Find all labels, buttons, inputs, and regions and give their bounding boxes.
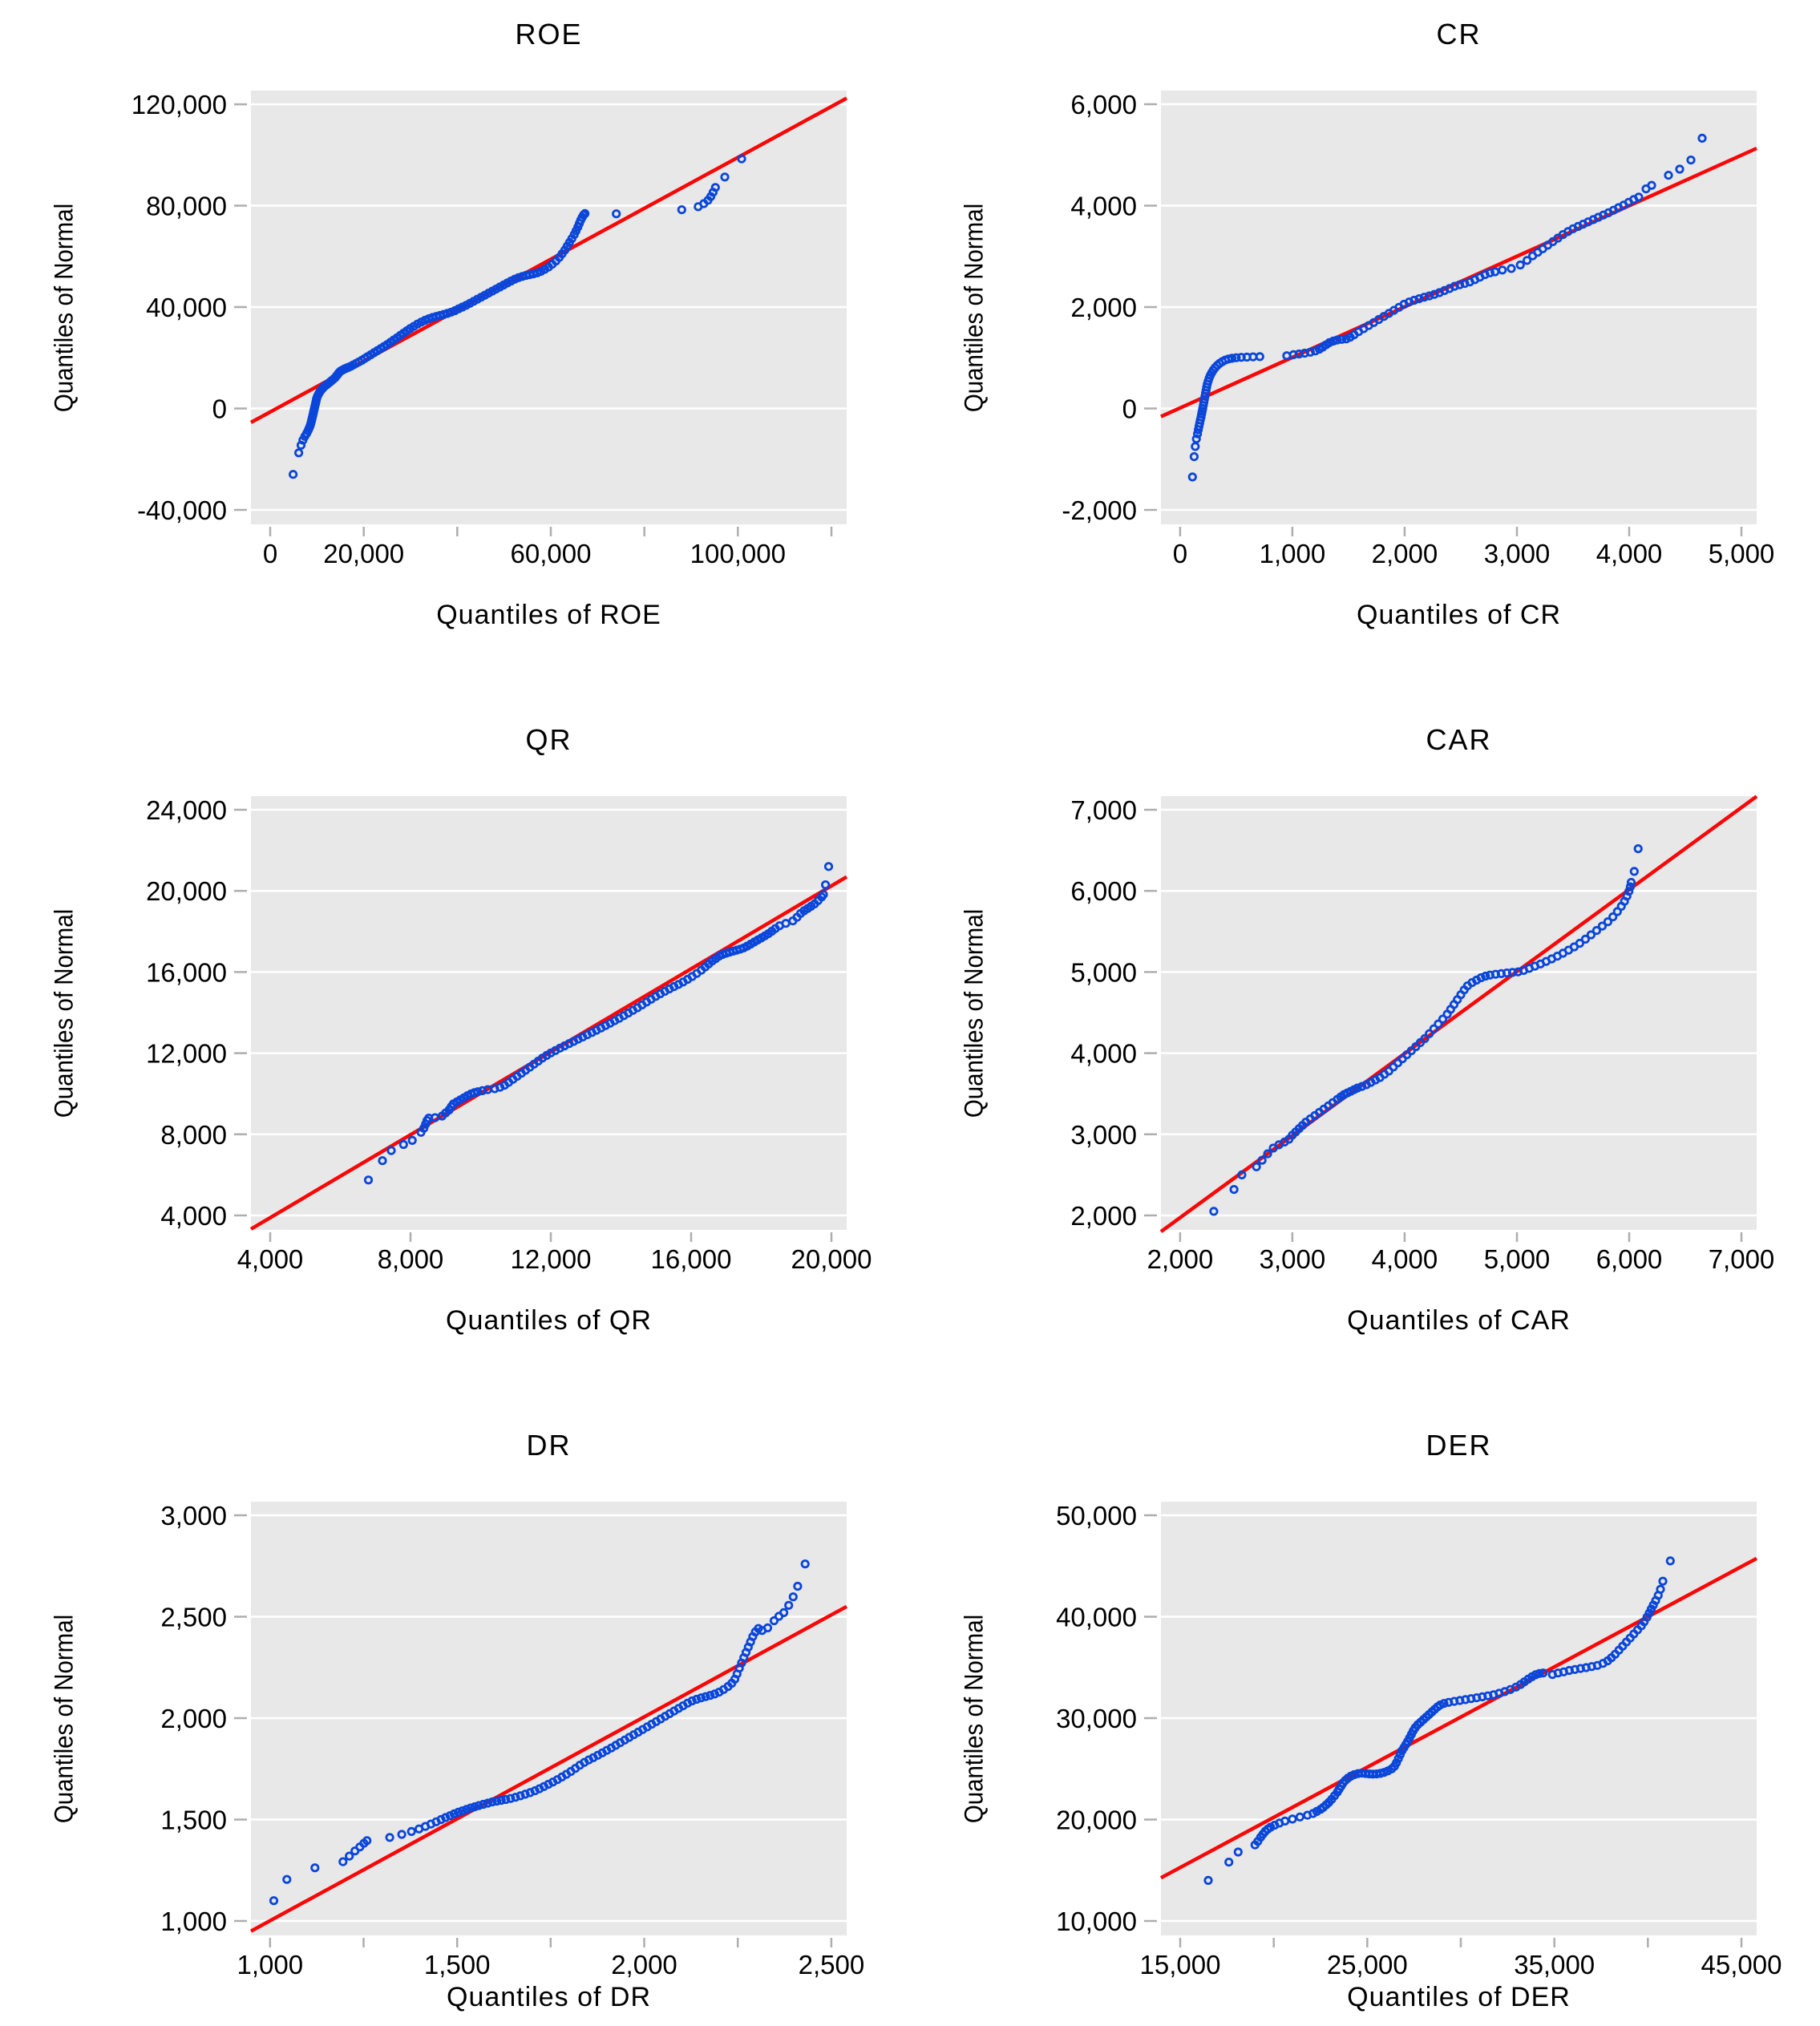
x-tick-label: 1,000 [1260,539,1326,568]
y-tick-label: 50,000 [1056,1501,1137,1531]
x-tick-label: 2,000 [1147,1244,1214,1274]
y-tick-label: 20,000 [146,876,227,906]
y-tick-label: 16,000 [146,957,227,987]
scatter-points [363,862,834,1185]
y-tick-label: 2,000 [1070,293,1137,322]
y-tick-label: 2,500 [160,1603,227,1632]
x-tick-label: 15,000 [1140,1950,1221,1979]
y-tick-label: 0 [212,394,227,424]
qq-plot-canvas: 2,000 3,000 4,000 5,000 6,000 7,000 2,000 3,000… [1070,795,1775,1274]
x-tick-label: 1,000 [237,1950,304,1979]
qq-panel-der: DER Quantiles of Normal 10,000 20,000 30,0… [910,1411,1820,2026]
panel-title: DR [526,1429,572,1462]
qq-plot-canvas: 4,000 8,000 12,000 16,000 20,000 24,000 4,000 8… [146,795,872,1274]
y-tick-label: 30,000 [1056,1704,1137,1733]
qq-plot-canvas: 1,000 1,500 2,000 2,500 3,000 1,000 1,500 2,000… [160,1501,865,1979]
qq-panel-roe: ROE Quantiles of Normal -40,000 0 40,000 80… [0,0,910,706]
x-tick-label: 35,000 [1514,1950,1595,1979]
qq-panel-qr: QR Quantiles of Normal 4,000 8,000 12,000 1… [0,706,910,1411]
x-axis-title: Quantiles of ROE [436,600,661,630]
panel-title: DER [1426,1429,1492,1462]
y-tick-label: 3,000 [1070,1120,1137,1150]
y-tick-label: 40,000 [146,293,227,322]
qq-plot-canvas: -40,000 0 40,000 80,000 120,000 0 20,000 60,000… [131,90,848,568]
y-tick-label: 12,000 [146,1039,227,1069]
qq-plot-canvas: 10,000 20,000 30,000 40,000 50,000 15,000 25,0… [1056,1501,1782,1979]
y-tick-label: 2,000 [1070,1201,1137,1231]
x-tick-label: 0 [1173,539,1187,568]
x-axis-title: Quantiles of QR [446,1305,652,1336]
qq-panel-car: CAR Quantiles of Normal 2,000 3,000 4,000 5… [910,706,1820,1411]
qq-panel-cr: CR Quantiles of Normal -2,000 0 2,000 4,000… [910,0,1820,706]
panel-title: ROE [515,18,583,51]
x-tick-label: 4,000 [1372,1244,1438,1274]
y-tick-label: 2,000 [160,1704,227,1733]
x-axis-title: Quantiles of DER [1347,1982,1571,2012]
y-tick-label: 0 [1122,394,1137,424]
scatter-points [1203,1556,1675,1886]
x-tick-label: 45,000 [1701,1950,1782,1979]
qq-plot-canvas: -2,000 0 2,000 4,000 6,000 0 1,000 2,000 3,000 4,… [1062,90,1775,568]
x-axis-title: Quantiles of CAR [1347,1305,1571,1336]
x-tick-label: 7,000 [1709,1244,1775,1274]
x-tick-label: 2,000 [611,1950,677,1979]
x-tick-label: 12,000 [511,1244,592,1274]
x-tick-label: 8,000 [378,1244,444,1274]
y-tick-label: 5,000 [1070,957,1137,987]
y-tick-label: -40,000 [137,495,227,525]
reference-line [1159,795,1758,1234]
x-tick-label: 3,000 [1260,1244,1326,1274]
x-tick-label: 0 [263,539,277,568]
x-tick-label: 2,500 [799,1950,865,1979]
scatter-points [269,1559,810,1906]
qq-panel-dr: DR Quantiles of Normal 1,000 1,500 2,000 2,… [0,1411,910,2026]
y-tick-label: 40,000 [1056,1603,1137,1632]
plot-area [251,796,847,1230]
x-tick-label: 6,000 [1596,1244,1663,1274]
y-tick-label: 4,000 [1070,1039,1137,1069]
y-tick-label: 20,000 [1056,1806,1137,1835]
x-tick-label: 100,000 [690,539,786,568]
x-tick-label: 5,000 [1709,539,1775,568]
x-tick-label: 20,000 [791,1244,872,1274]
y-tick-label: 8,000 [160,1120,227,1150]
x-tick-label: 4,000 [237,1244,304,1274]
y-tick-label: 1,500 [160,1806,227,1835]
x-tick-label: 1,500 [424,1950,491,1979]
x-axis-title: Quantiles of CR [1357,600,1561,630]
y-tick-label: 24,000 [146,795,227,825]
y-tick-label: 10,000 [1056,1907,1137,1936]
x-tick-label: 25,000 [1327,1950,1408,1979]
x-axis-title: Quantiles of DR [447,1982,651,2012]
scatter-points [1209,844,1643,1216]
y-tick-label: -2,000 [1062,495,1137,525]
y-tick-label: 1,000 [160,1907,227,1936]
y-tick-label: 7,000 [1070,795,1137,825]
reference-line [249,1604,848,1933]
scatter-points [288,154,746,479]
panel-title: QR [525,723,572,756]
panel-title: CR [1436,18,1482,51]
y-tick-label: 6,000 [1070,876,1137,906]
y-tick-label: 80,000 [146,192,227,221]
x-tick-label: 5,000 [1484,1244,1551,1274]
x-tick-label: 20,000 [323,539,404,568]
y-tick-label: 3,000 [160,1501,227,1531]
x-tick-label: 16,000 [651,1244,732,1274]
panel-title: CAR [1426,723,1492,756]
scatter-points [1187,133,1707,482]
x-tick-label: 2,000 [1372,539,1438,568]
x-tick-label: 3,000 [1484,539,1551,568]
reference-line [1159,1556,1758,1880]
y-tick-label: 4,000 [160,1201,227,1231]
x-tick-label: 60,000 [511,539,592,568]
x-tick-label: 4,000 [1596,539,1663,568]
y-tick-label: 4,000 [1070,192,1137,221]
y-tick-label: 120,000 [131,90,227,119]
y-tick-label: 6,000 [1070,90,1137,119]
